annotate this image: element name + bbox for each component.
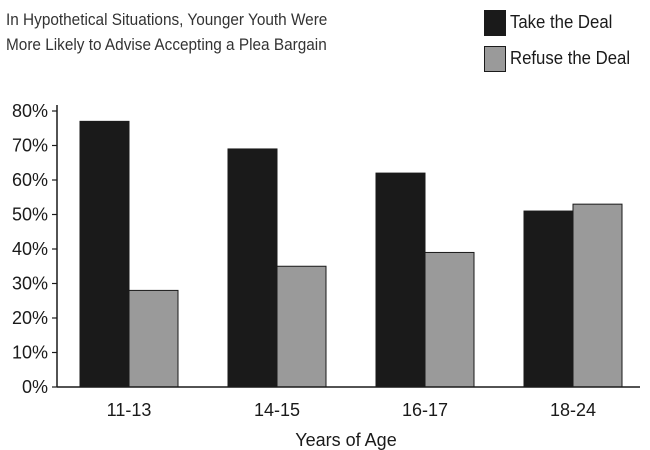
y-tick-label: 0% bbox=[22, 377, 48, 397]
bar-refuse-deal-18-24 bbox=[572, 203, 623, 388]
x-axis-label: Years of Age bbox=[295, 430, 396, 450]
legend-swatch-refuse-deal bbox=[484, 46, 506, 72]
bar-take-deal-18-24 bbox=[523, 210, 574, 388]
bar-take-deal-11-13 bbox=[79, 120, 130, 388]
bar-take-deal-14-15 bbox=[227, 148, 278, 388]
legend-label-take-deal: Take the Deal bbox=[510, 12, 613, 32]
bar-refuse-deal-11-13 bbox=[128, 289, 179, 388]
y-tick-label: 40% bbox=[12, 239, 48, 259]
bar-take-deal-16-17 bbox=[375, 172, 426, 388]
y-tick-label: 10% bbox=[12, 343, 48, 363]
x-tick-label: 11-13 bbox=[107, 400, 152, 420]
chart-title-line-2: More Likely to Advise Accepting a Plea B… bbox=[6, 36, 327, 54]
legend-swatch-take-deal bbox=[484, 10, 506, 36]
y-tick-label: 60% bbox=[12, 170, 48, 190]
bar-refuse-deal-16-17 bbox=[424, 251, 475, 388]
x-tick-label: 16-17 bbox=[402, 400, 448, 420]
y-tick-label: 70% bbox=[12, 136, 48, 156]
y-tick-label: 80% bbox=[12, 101, 48, 121]
y-tick-label: 30% bbox=[12, 274, 48, 294]
chart-title: In Hypothetical Situations, Younger Yout… bbox=[6, 8, 415, 58]
bar-refuse-deal-14-15 bbox=[276, 265, 327, 388]
chart-title-line-1: In Hypothetical Situations, Younger Yout… bbox=[6, 11, 328, 29]
x-tick-label: 18-24 bbox=[550, 400, 596, 420]
x-tick-label: 14-15 bbox=[254, 400, 300, 420]
legend-label-refuse-deal: Refuse the Deal bbox=[510, 48, 631, 68]
y-tick-label: 20% bbox=[12, 308, 48, 328]
y-tick-label: 50% bbox=[12, 205, 48, 225]
